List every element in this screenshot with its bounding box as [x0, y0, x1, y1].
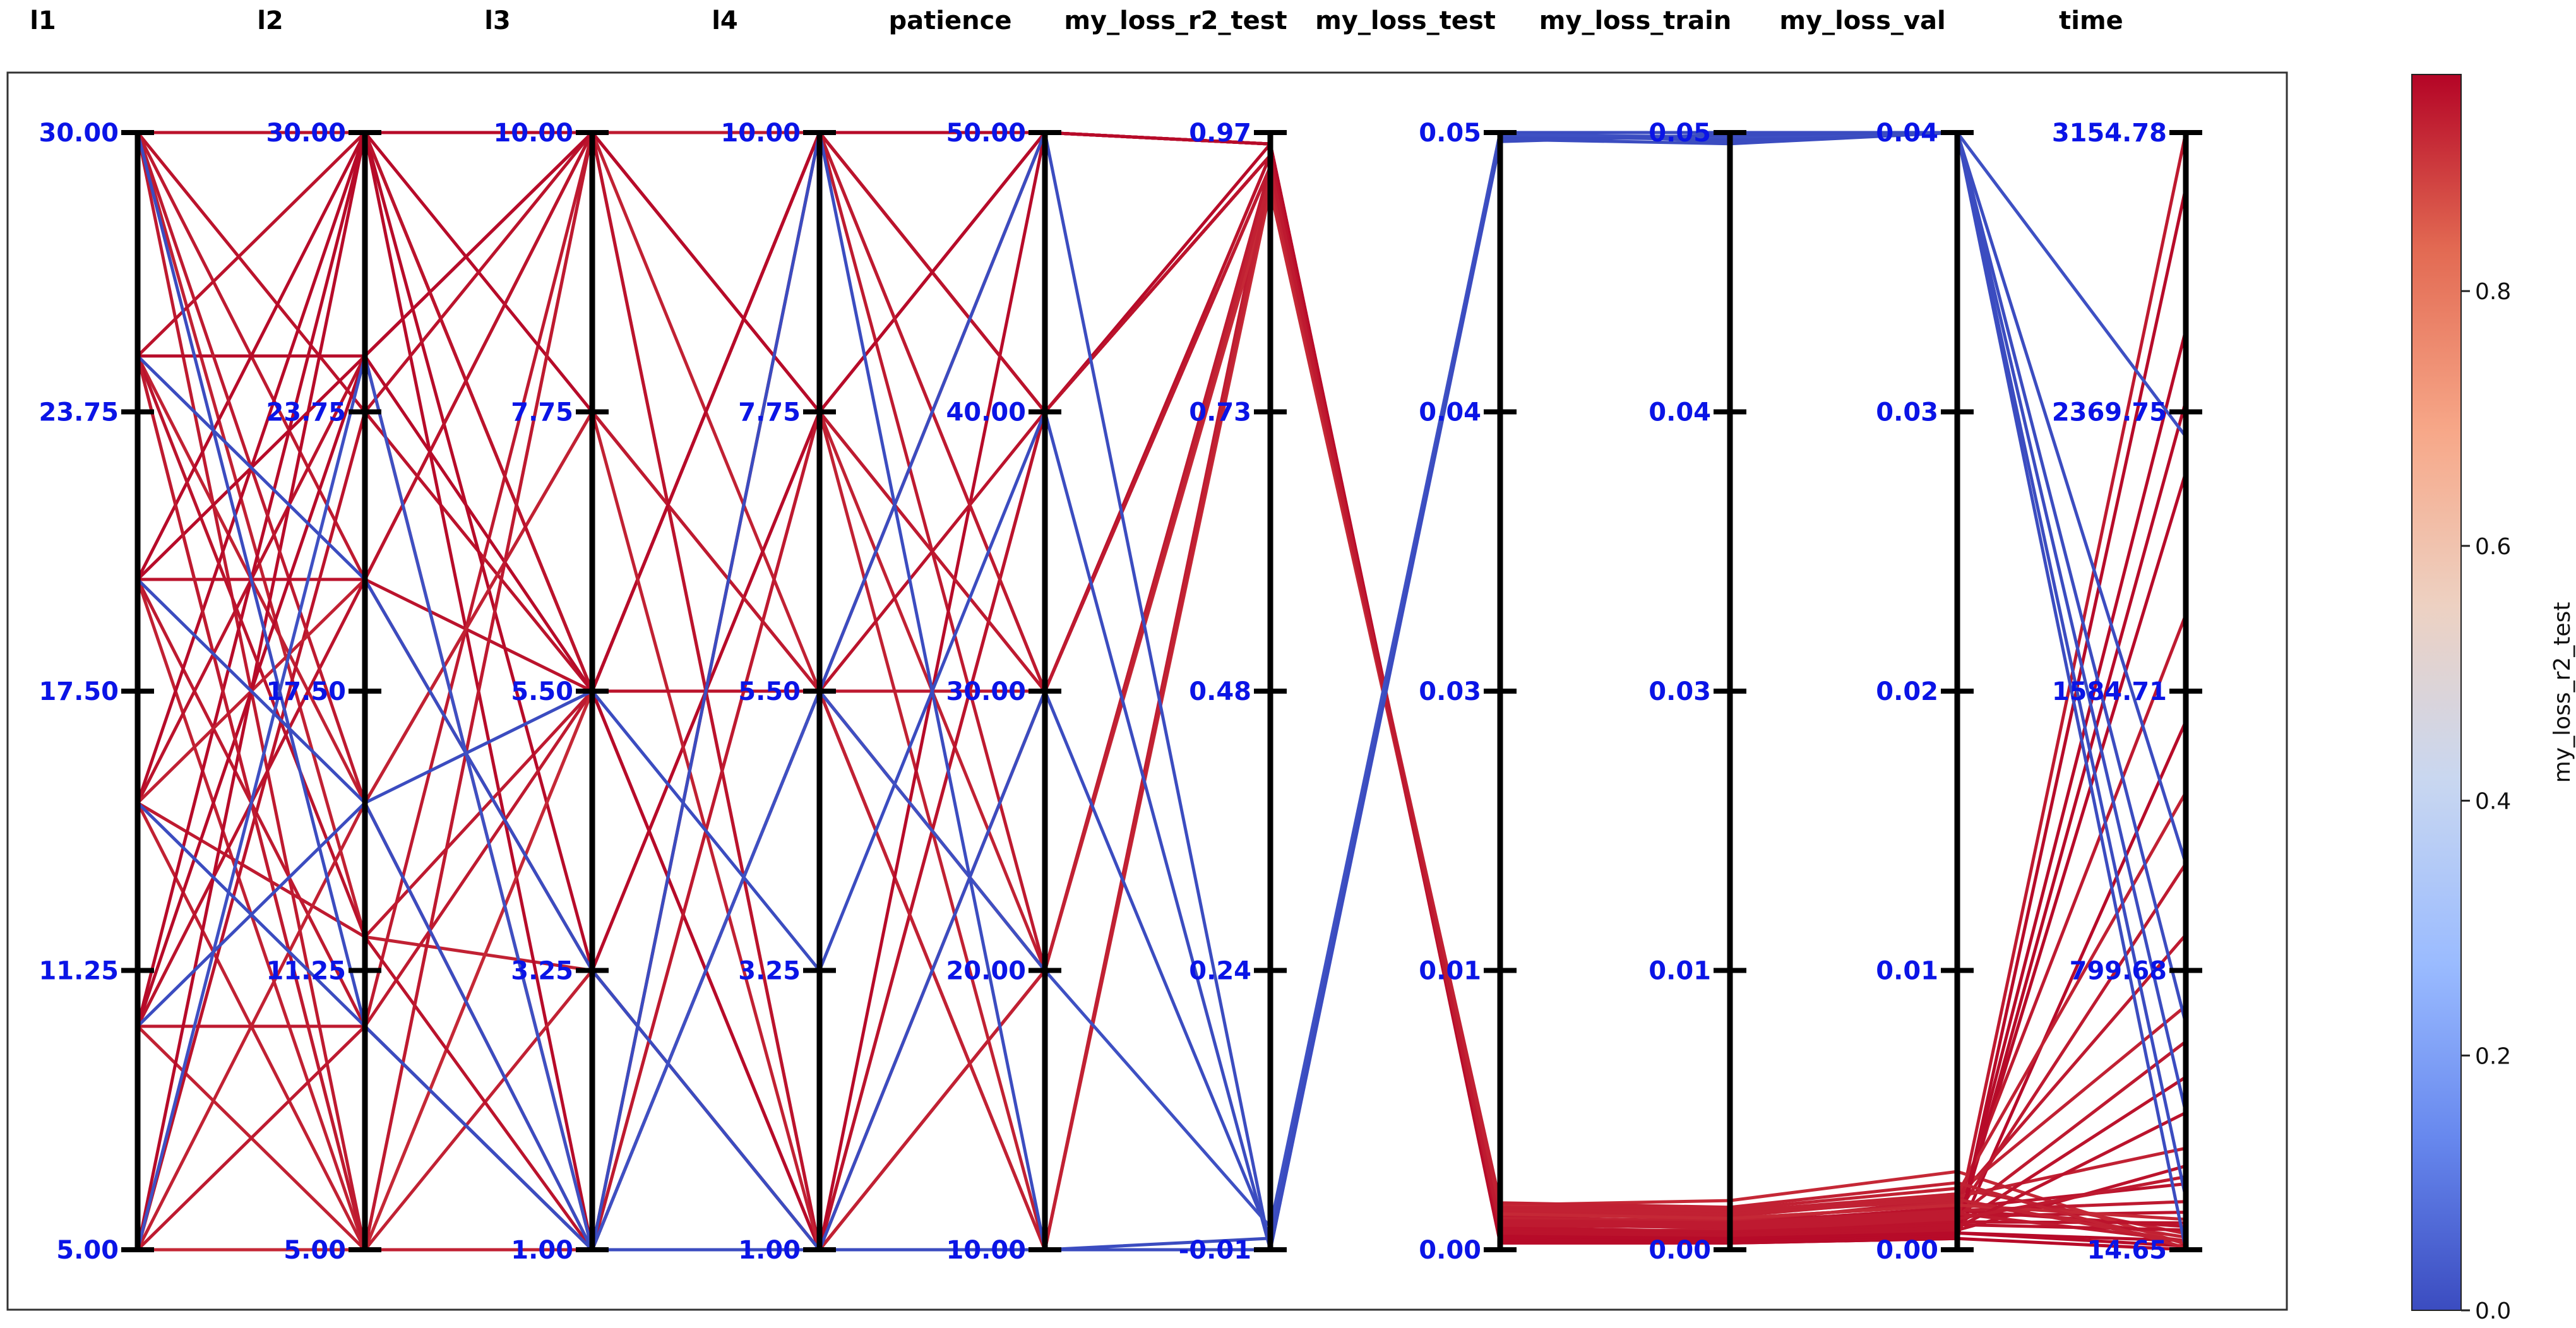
axis-title-l1: l1: [30, 6, 56, 35]
tick-label-my_loss_val: 0.02: [1876, 677, 1938, 706]
tick-label-my_loss_test: 0.04: [1419, 398, 1481, 427]
axis-title-l2: l2: [257, 6, 283, 35]
tick-label-patience: 30.00: [946, 677, 1026, 706]
tick-label-my_loss_train: 0.01: [1649, 957, 1711, 986]
axis-titles-layer: l1 l2 l3 l4 patience my_loss_r2_test my_loss_t…: [30, 6, 2123, 35]
series-line-38: [136, 131, 2188, 1252]
series-line-29: [136, 131, 2186, 1252]
tick-label-time: 14.65: [2087, 1236, 2167, 1265]
colorbar-tick-label: 0.8: [2475, 279, 2511, 305]
tick-label-my_loss_val: 0.03: [1876, 398, 1938, 427]
tick-label-my_loss_val: 0.00: [1876, 1236, 1938, 1265]
tick-label-my_loss_train: 0.00: [1649, 1236, 1711, 1265]
tick-label-l2: 23.75: [266, 398, 346, 427]
colorbar-label: my_loss_r2_test: [2549, 602, 2575, 783]
axes-layer: 5.00 11.25 17.50 23.75 30.00 5.00 11.25 17.50 23…: [39, 119, 2202, 1265]
colorbar-tick-label: 0.4: [2475, 789, 2511, 815]
tick-label-my_loss_val: 0.01: [1876, 957, 1938, 986]
tick-label-my_loss_r2_test: -0.01: [1179, 1236, 1251, 1265]
tick-label-l1: 17.50: [39, 677, 119, 706]
colorbar-tick-label: 0.2: [2475, 1043, 2511, 1069]
colorbar: my_loss_r2_test 0.0 0.2 0.4 0.6 0.8: [2411, 74, 2575, 1324]
axis-title-my_loss_r2_test: my_loss_r2_test: [1064, 6, 1287, 35]
tick-label-l2: 11.25: [266, 957, 346, 986]
axis-title-my_loss_val: my_loss_val: [1779, 6, 1945, 35]
tick-label-l4: 10.00: [720, 119, 801, 148]
axis-title-my_loss_train: my_loss_train: [1539, 6, 1732, 35]
colorbar-gradient: [2411, 74, 2462, 1311]
tick-label-l3: 5.50: [511, 677, 573, 706]
tick-label-l4: 1.00: [738, 1236, 801, 1265]
tick-label-my_loss_r2_test: 0.24: [1189, 957, 1251, 986]
tick-label-time: 3154.78: [2052, 119, 2167, 148]
tick-label-my_loss_train: 0.04: [1649, 398, 1711, 427]
tick-label-my_loss_test: 0.03: [1419, 677, 1481, 706]
tick-label-l3: 7.75: [511, 398, 573, 427]
tick-label-l4: 7.75: [738, 398, 801, 427]
tick-label-my_loss_train: 0.03: [1649, 677, 1711, 706]
plot-frame: [6, 71, 2288, 1311]
tick-label-l4: 5.50: [738, 677, 801, 706]
tick-label-l3: 1.00: [511, 1236, 573, 1265]
tick-label-my_loss_val: 0.04: [1876, 119, 1938, 148]
colorbar-tick-label: 0.6: [2475, 534, 2511, 560]
axis-title-my_loss_test: my_loss_test: [1315, 6, 1496, 35]
data-lines-layer: [136, 131, 2188, 1252]
axis-title-patience: patience: [889, 6, 1012, 35]
axis-title-l3: l3: [484, 6, 511, 35]
series-line-31: [138, 131, 2187, 1236]
tick-label-my_loss_test: 0.05: [1419, 119, 1481, 148]
tick-label-patience: 40.00: [946, 398, 1026, 427]
tick-label-l1: 5.00: [56, 1236, 119, 1265]
tick-label-patience: 20.00: [946, 957, 1026, 986]
colorbar-tick-label: 0.0: [2475, 1298, 2511, 1324]
tick-label-my_loss_test: 0.00: [1419, 1236, 1481, 1265]
series-line-32: [136, 131, 2186, 1252]
series-line-30: [136, 176, 2186, 1252]
tick-label-l2: 30.00: [266, 119, 346, 148]
tick-label-l4: 3.25: [738, 957, 801, 986]
tick-label-time: 2369.75: [2052, 398, 2167, 427]
tick-label-l1: 11.25: [39, 957, 119, 986]
tick-label-my_loss_r2_test: 0.97: [1189, 119, 1251, 148]
tick-label-time: 1584.71: [2052, 677, 2167, 706]
axis-title-l4: l4: [712, 6, 738, 35]
tick-label-l3: 3.25: [511, 957, 573, 986]
tick-label-l2: 5.00: [283, 1236, 346, 1265]
tick-label-l1: 23.75: [39, 398, 119, 427]
tick-label-my_loss_r2_test: 0.73: [1189, 398, 1251, 427]
axis-title-time: time: [2059, 6, 2123, 35]
tick-label-patience: 10.00: [946, 1236, 1026, 1265]
tick-label-my_loss_test: 0.01: [1419, 957, 1481, 986]
series-line-36: [136, 131, 2188, 1252]
tick-label-my_loss_train: 0.05: [1649, 119, 1711, 148]
tick-label-patience: 50.00: [946, 119, 1026, 148]
tick-label-l1: 30.00: [39, 119, 119, 148]
tick-label-time: 799.68: [2070, 957, 2167, 986]
tick-label-my_loss_r2_test: 0.48: [1189, 677, 1251, 706]
tick-label-l2: 17.50: [266, 677, 346, 706]
tick-label-l3: 10.00: [493, 119, 573, 148]
